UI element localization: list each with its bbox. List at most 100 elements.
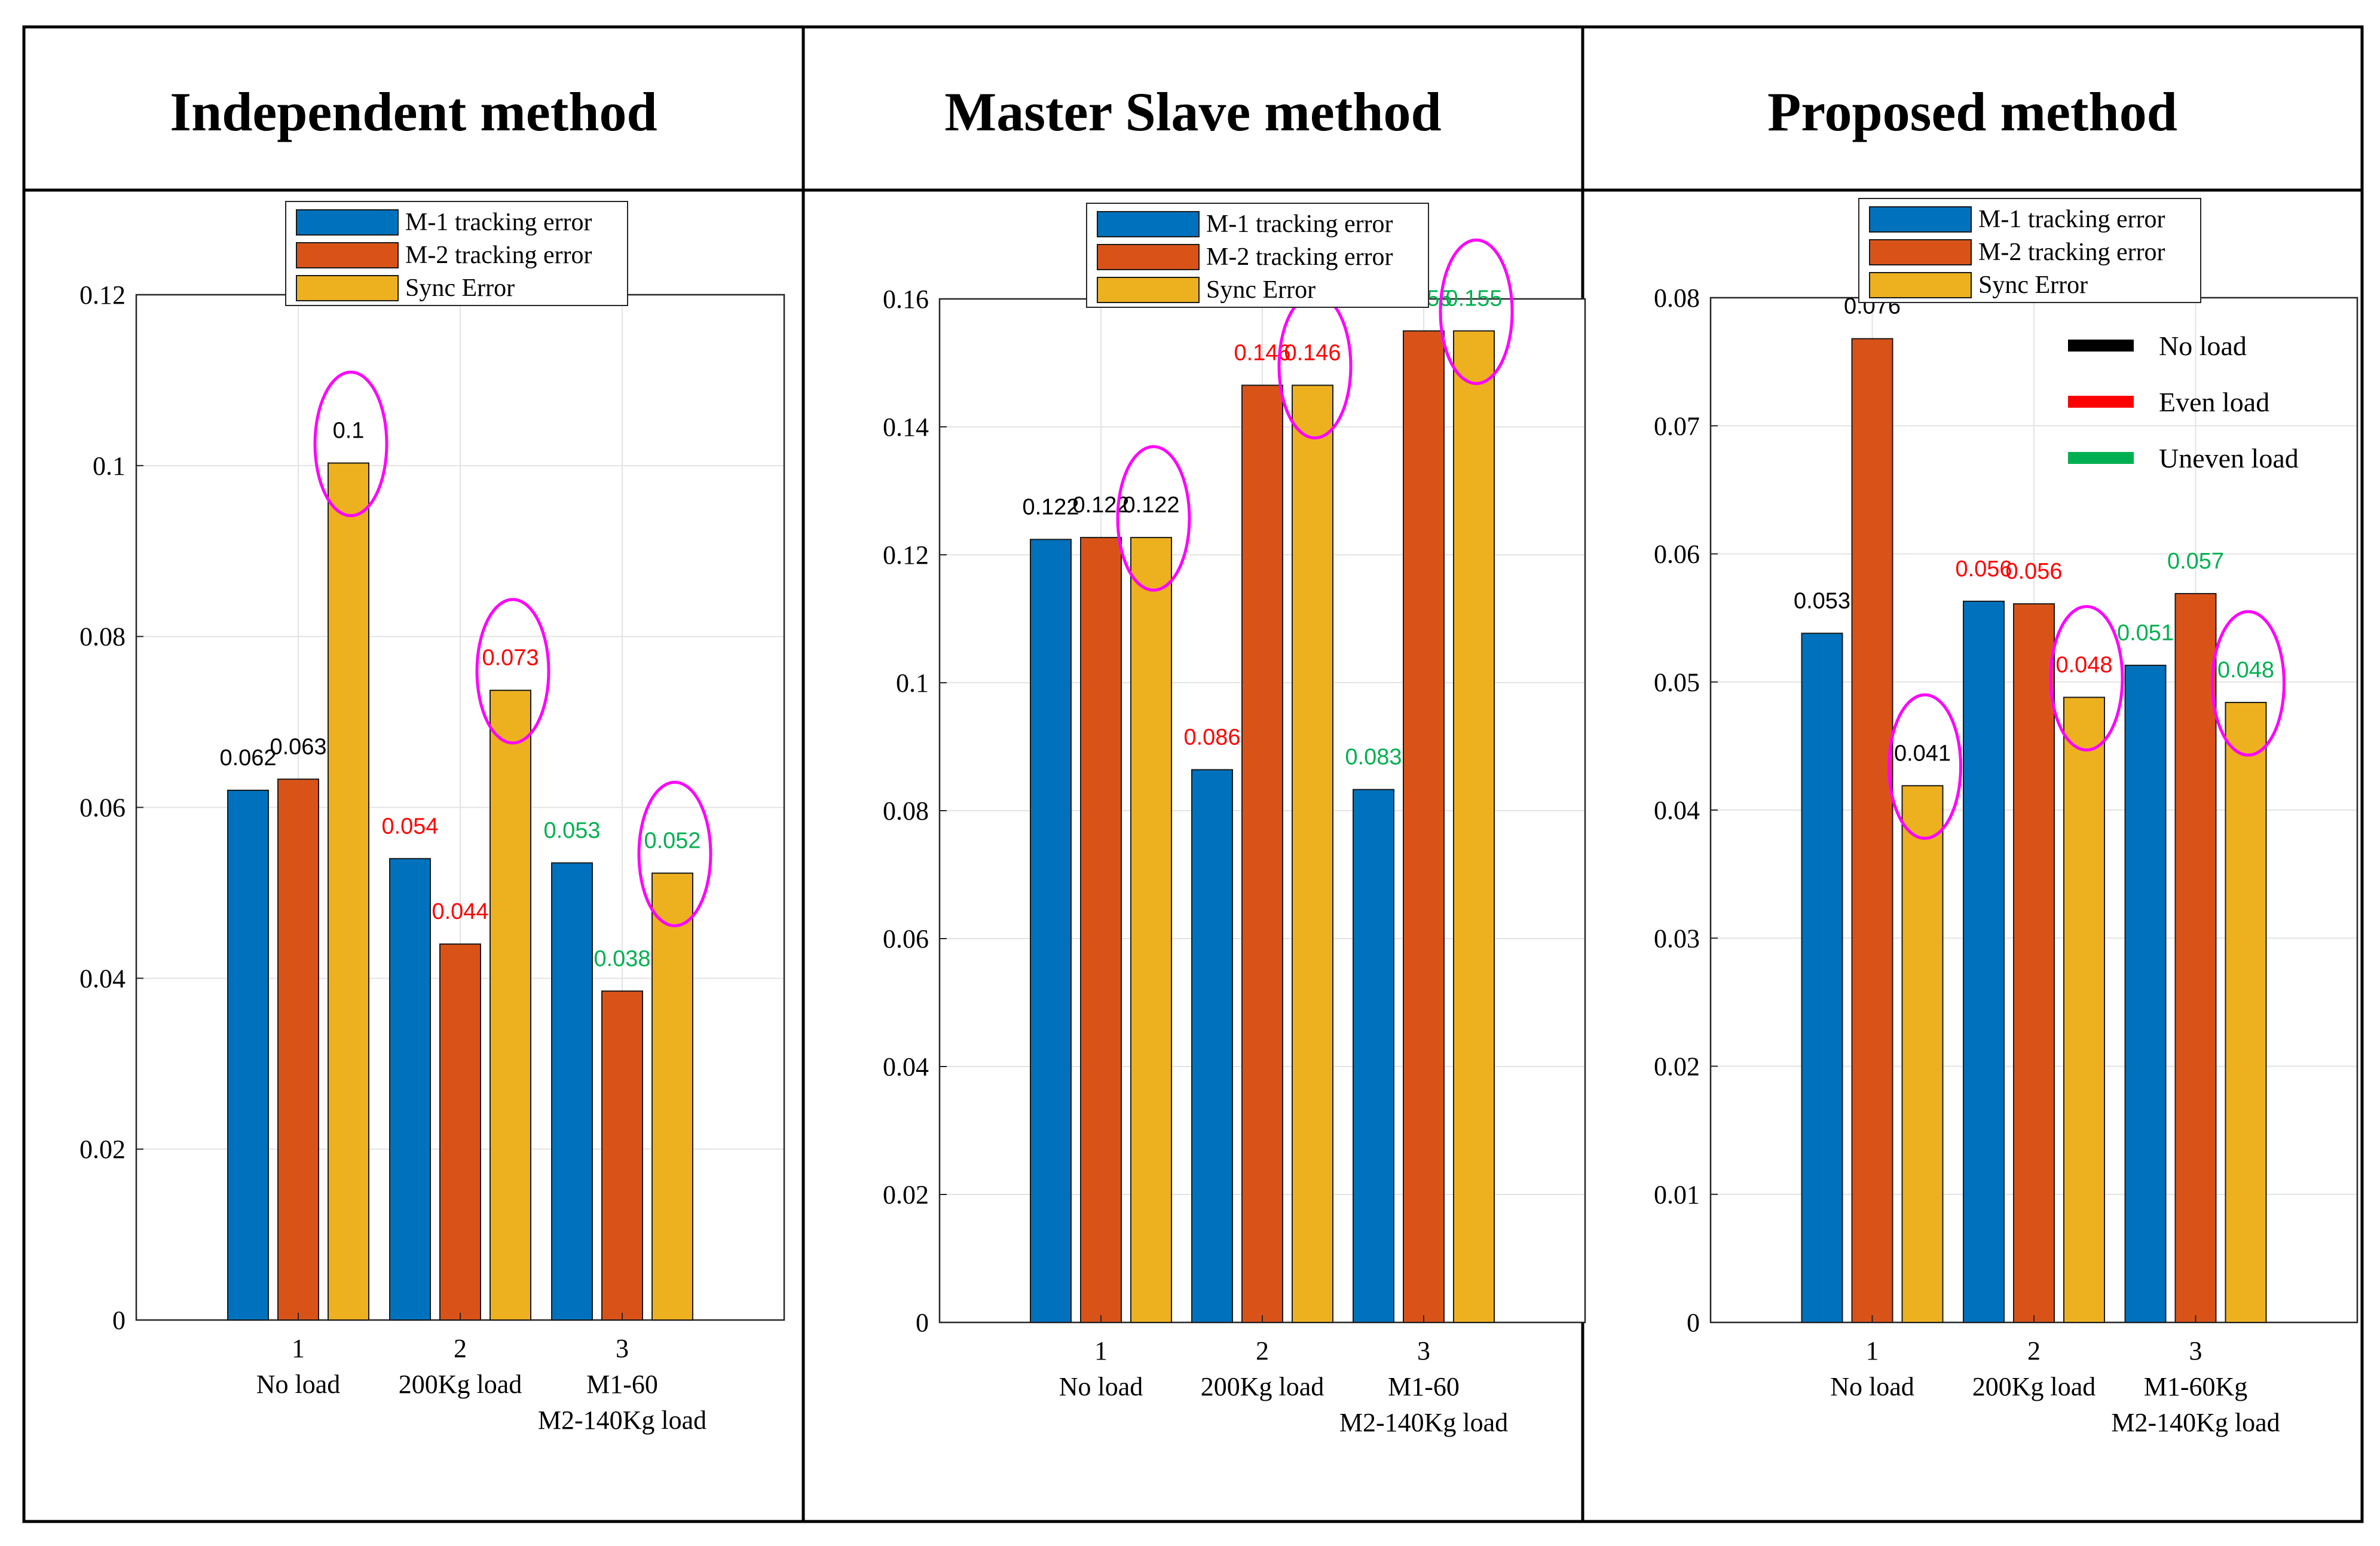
panel-title-master-slave: Master Slave method [944,81,1441,142]
bar-sync [2063,696,2105,1323]
category-description: 200Kg load [399,1370,522,1399]
category-description: M2-140Kg load [538,1406,706,1435]
highlight-ellipse [1439,239,1514,385]
load-legend-swatch [2068,340,2134,352]
data-label: 0.056 [2005,559,2062,584]
legend-label-sync: Sync Error [1978,271,2088,299]
y-tick-label: 0 [916,1308,929,1337]
y-tick-label: 0.02 [883,1180,929,1209]
category-description: M1-60Kg [2144,1372,2248,1401]
highlight-ellipse [475,598,550,745]
bar-m2 [1241,384,1283,1324]
series-legend: M-1 tracking error M-2 tracking error Sync… [285,201,628,306]
category-description: M1-60 [586,1370,658,1399]
category-description: 200Kg load [1201,1372,1324,1401]
x-tick-label: 1 [1094,1336,1108,1365]
y-tick-label: 0.06 [883,924,929,954]
bar-sync [328,462,369,1321]
y-tick-label: 0.1 [93,451,126,481]
data-label: 0.051 [2117,621,2174,646]
data-label: 0.052 [644,829,700,854]
chart-panel-master-slave: 00.020.040.060.080.10.120.140.160.1220.1… [883,203,1586,1437]
legend-label-m2: M-2 tracking error [405,242,592,269]
load-type-legend: No load Even load Uneven load [2068,331,2299,473]
bar-sync [1453,330,1495,1323]
x-tick-label: 3 [1417,1336,1430,1365]
y-tick-label: 0.01 [1654,1180,1700,1209]
category-description: No load [1059,1372,1143,1401]
y-tick-label: 0 [112,1306,126,1335]
data-label: 0.073 [482,646,539,671]
legend-swatch-m1 [1097,211,1200,237]
legend-label-m1: M-1 tracking error [405,209,592,236]
data-label: 0.054 [381,814,438,839]
bar-m2 [1403,330,1445,1323]
data-label: 0.038 [594,946,650,971]
data-label: 0.044 [432,899,488,924]
load-legend-label: Uneven load [2159,443,2299,473]
y-tick-label: 0.08 [883,796,929,826]
legend-label-m1: M-1 tracking error [1978,206,2165,233]
x-tick-label: 3 [2189,1336,2202,1365]
data-label: 0.048 [2055,652,2112,677]
legend-swatch-m2 [1869,239,1972,265]
bar-m2 [277,778,319,1321]
y-tick-label: 0.05 [1654,668,1700,697]
bar-m1 [1353,789,1394,1323]
bar-m1 [1801,633,1843,1323]
bar-sync [1292,384,1333,1324]
y-tick-label: 0.04 [1654,796,1700,825]
bar-sync [1130,537,1172,1323]
outer-frame [22,25,2364,1523]
y-tick-label: 0.08 [79,622,126,652]
series-legend: M-1 tracking error M-2 tracking error Sync… [1086,203,1429,308]
category-description: No load [256,1370,341,1399]
y-tick-label: 0.04 [79,964,126,993]
x-tick-label: 1 [1866,1336,1879,1365]
load-legend-swatch [2068,452,2134,464]
chart-panel-proposed: 0 0.01 0.02 0.03 0.04 0.05 0.06 0.07 0.08 0.053 0.… [1654,198,2358,1437]
data-label: 0.083 [1345,745,1402,770]
series-legend: M-1 tracking error M-2 tracking error Sync… [1858,198,2201,303]
panel-title-independent: Independent method [170,81,657,142]
data-label: 0.086 [1183,725,1240,750]
bar-m1 [1963,600,2005,1324]
x-tick-label: 3 [616,1334,629,1363]
legend-swatch-m2 [296,242,399,268]
load-legend-label: Even load [2159,387,2269,417]
data-label: 0.057 [2167,549,2224,574]
bar-sync [651,872,693,1321]
legend-swatch-m2 [1097,244,1200,270]
legend-swatch-m1 [296,209,399,236]
data-label: 0.1 [333,418,365,444]
y-tick-label: 0.08 [1654,283,1700,313]
bar-m1 [551,862,593,1321]
highlight-ellipse [637,781,712,928]
panel-title-proposed: Proposed method [1767,81,2177,142]
bar-m2 [601,990,643,1321]
y-tick-label: 0.06 [79,793,126,823]
bar-m2 [1851,338,1893,1323]
x-tick-label: 2 [454,1334,467,1363]
highlight-ellipse [313,371,388,518]
category-description: M2-140Kg load [1339,1408,1508,1437]
data-label: 0.048 [2217,658,2274,683]
highlight-ellipse [1116,445,1191,592]
data-label: 0.155 [1445,286,1502,311]
category-description: M1-60 [1388,1372,1460,1401]
legend-label-sync: Sync Error [405,274,515,302]
bar-m1 [1030,539,1072,1324]
y-tick-label: 0.12 [79,280,126,310]
load-legend-swatch [2068,396,2134,408]
highlight-ellipse [2049,604,2124,751]
y-tick-label: 0.12 [883,540,929,570]
data-label: 0.053 [543,818,600,843]
bar-m1 [389,858,431,1321]
y-tick-label: 0.03 [1654,924,1700,953]
data-label: 0.122 [1122,493,1179,518]
bar-m2 [2174,592,2217,1323]
legend-swatch-m1 [1869,206,1972,233]
x-tick-label: 1 [292,1334,305,1363]
